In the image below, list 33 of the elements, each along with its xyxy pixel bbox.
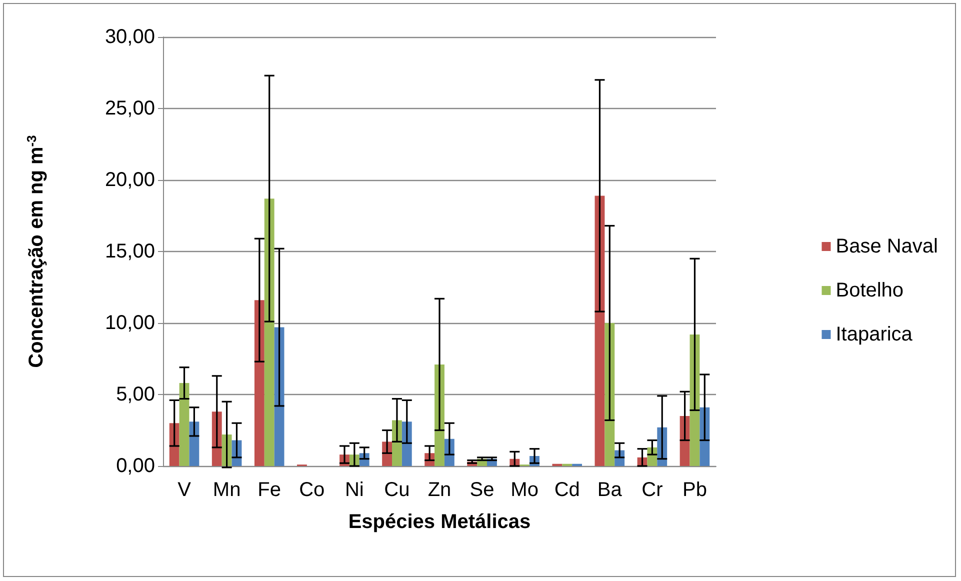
x-tick-label: Se (470, 479, 494, 501)
x-tick-label: Cu (384, 479, 410, 501)
y-tick-label: 30,00 (104, 26, 155, 48)
y-tick-label: 20,00 (104, 169, 155, 191)
y-tick-label: 10,00 (104, 312, 155, 334)
y-tick-label: 25,00 (104, 98, 155, 120)
x-tick-label: Zn (428, 479, 452, 501)
bar (254, 300, 264, 466)
legend-label: Itaparica (836, 324, 914, 346)
bar (594, 196, 605, 466)
x-tick-label: Cr (642, 479, 664, 501)
x-tick-label: Ni (344, 479, 364, 501)
legend-label: Botelho (836, 280, 904, 302)
legend-label: Base Naval (836, 236, 938, 258)
bar (680, 416, 690, 466)
x-tick-label: Pb (682, 479, 707, 501)
y-tick-label: 5,00 (116, 384, 155, 406)
x-tick-label: Mo (510, 479, 538, 501)
bar (402, 422, 412, 466)
y-tick-label: 0,00 (116, 455, 155, 477)
bar (189, 422, 200, 466)
y-tick-label: 15,00 (104, 240, 155, 262)
y-axis-title: Concentração em ng m-3 (24, 135, 48, 368)
x-tick-label: V (178, 479, 192, 501)
x-tick-label: Cd (554, 479, 580, 501)
bar (179, 383, 190, 466)
bar (264, 198, 274, 466)
x-tick-label: Ba (597, 479, 623, 501)
bar (690, 334, 700, 466)
x-tick-label: Co (299, 479, 325, 501)
x-tick-label: Fe (258, 479, 282, 501)
x-tick-label: Mn (212, 479, 241, 501)
x-axis-title: Espécies Metálicas (348, 511, 531, 533)
